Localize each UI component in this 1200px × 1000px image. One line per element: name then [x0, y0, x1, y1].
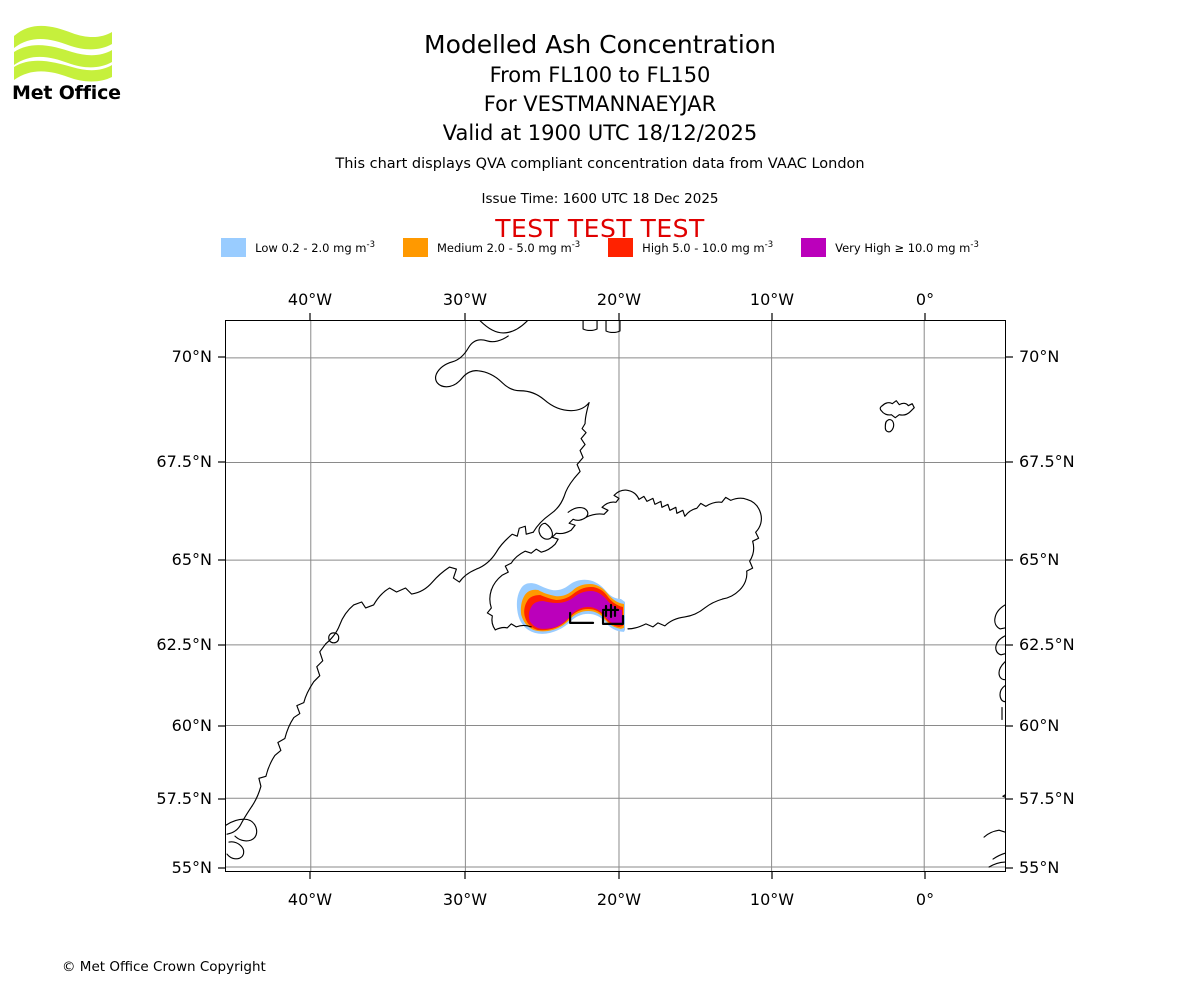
legend-swatch-medium [402, 238, 428, 257]
legend-swatch-very-high [801, 238, 827, 257]
coastline-iceland-frame-top [582, 321, 621, 334]
plume-very-high-contour [528, 591, 622, 629]
lon-label-bottom-0: 0° [915, 890, 935, 909]
legend-sup-low: -3 [366, 240, 375, 251]
brand-name: Met Office [12, 82, 121, 104]
lat-label-left-57.5: 57.5°N [156, 789, 212, 808]
met-office-wave-icon [14, 25, 112, 82]
lat-label-left-65: 65°N [171, 550, 212, 569]
lat-label-left-55: 55°N [171, 858, 212, 877]
lat-label-right-60: 60°N [1019, 716, 1060, 735]
lat-label-right-67.5: 67.5°N [1019, 452, 1075, 471]
volcano-marker-vestmannaeyjar [569, 603, 625, 625]
map-canvas [226, 321, 1005, 871]
lon-label-top-10w: 10°W [749, 290, 795, 309]
coastline-scotland-uk [988, 794, 1005, 868]
copyright-footer: © Met Office Crown Copyright [62, 959, 266, 975]
legend-item-high: High 5.0 - 10.0 mg m-3 [608, 238, 773, 257]
legend-sup-medium: -3 [571, 240, 581, 251]
lon-label-top-20w: 20°W [596, 290, 642, 309]
lon-label-bottom-40w: 40°W [287, 890, 333, 909]
legend-sup-very-high: -3 [970, 240, 979, 251]
concentration-legend: Low 0.2 - 2.0 mg m-3 Medium 2.0 - 5.0 mg… [0, 238, 1200, 257]
graticule-gridlines [226, 321, 1005, 871]
lat-label-left-62.5: 62.5°N [156, 635, 212, 654]
lat-label-left-70: 70°N [171, 347, 212, 366]
legend-label-low: Low 0.2 - 2.0 mg m-3 [255, 240, 375, 255]
lon-label-bottom-20w: 20°W [596, 890, 642, 909]
lat-label-left-67.5: 67.5°N [156, 452, 212, 471]
lon-label-top-0: 0° [915, 290, 935, 309]
legend-sup-high: -3 [764, 240, 774, 251]
ash-concentration-map[interactable] [225, 320, 1006, 872]
chart-subtitle: This chart displays QVA compliant concen… [335, 156, 865, 172]
page-title: Modelled Ash Concentration [424, 30, 776, 59]
legend-item-medium: Medium 2.0 - 5.0 mg m-3 [402, 238, 581, 257]
coastline-ireland [983, 829, 1005, 838]
lon-label-bottom-10w: 10°W [749, 890, 795, 909]
lon-label-top-30w: 30°W [442, 290, 488, 309]
coastline-norway [994, 604, 1005, 721]
lon-label-top-40w: 40°W [287, 290, 333, 309]
met-office-logo: Met Office [10, 22, 130, 112]
coastline-iceland [486, 489, 762, 631]
lat-label-right-62.5: 62.5°N [1019, 635, 1075, 654]
lat-label-right-55: 55°N [1019, 858, 1060, 877]
title-volcano: For VESTMANNAEYJAR [483, 92, 717, 116]
legend-item-low: Low 0.2 - 2.0 mg m-3 [221, 238, 375, 257]
legend-swatch-high [608, 238, 634, 257]
ash-plume-contours [516, 579, 625, 634]
issue-time: Issue Time: 1600 UTC 18 Dec 2025 [481, 191, 719, 207]
coastline-faroe-islands [879, 400, 915, 433]
legend-item-very-high: Very High ≥ 10.0 mg m-3 [801, 238, 979, 257]
legend-swatch-low [221, 238, 247, 257]
legend-label-medium: Medium 2.0 - 5.0 mg m-3 [436, 240, 581, 255]
lat-label-right-57.5: 57.5°N [1019, 789, 1075, 808]
coastline-greenland [226, 321, 590, 860]
test-banner: TEST TEST TEST [495, 214, 705, 243]
lat-label-right-65: 65°N [1019, 550, 1060, 569]
title-valid-time: Valid at 1900 UTC 18/12/2025 [442, 121, 758, 145]
legend-label-very-high: Very High ≥ 10.0 mg m-3 [835, 240, 979, 255]
lat-label-left-60: 60°N [171, 716, 212, 735]
chart-title-block: Modelled Ash Concentration From FL100 to… [0, 28, 1200, 148]
title-flight-levels: From FL100 to FL150 [489, 63, 711, 87]
lat-label-right-70: 70°N [1019, 347, 1060, 366]
lon-label-bottom-30w: 30°W [442, 890, 488, 909]
legend-label-high: High 5.0 - 10.0 mg m-3 [642, 240, 774, 255]
